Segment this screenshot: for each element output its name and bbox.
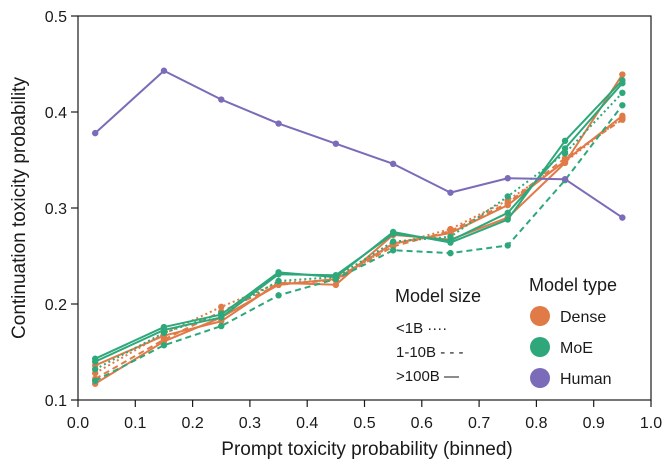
series-line-dense-1-10b: [94, 118, 623, 380]
data-point: [160, 326, 168, 334]
data-point: [561, 145, 569, 152]
legend-model-type: Model type Dense MoE Human: [529, 275, 617, 388]
data-point: [447, 237, 454, 244]
data-point: [160, 342, 168, 349]
data-point: [275, 292, 282, 299]
data-point: [275, 120, 282, 127]
x-tick-label: 0.2: [181, 415, 203, 432]
data-point: [561, 176, 569, 183]
data-point: [218, 303, 225, 311]
y-tick-label: 0.4: [45, 105, 67, 122]
data-point: [91, 377, 99, 384]
data-point: [160, 67, 168, 74]
data-point: [275, 277, 282, 285]
data-point: [91, 358, 99, 365]
data-point: [504, 209, 511, 216]
data-point: [504, 242, 511, 249]
data-point: [619, 112, 626, 120]
data-point: [218, 314, 225, 321]
data-point: [332, 272, 340, 279]
data-point: [332, 281, 340, 288]
data-point: [619, 80, 626, 87]
series-moe-100b-b: [91, 80, 626, 365]
series-line-moe-1-10b: [94, 104, 624, 382]
series-line-moe-1b: [94, 92, 624, 371]
data-point: [389, 238, 397, 245]
legend-type-dense: Dense: [560, 309, 606, 326]
legend-swatch-human: [530, 368, 550, 388]
data-point: [619, 89, 626, 97]
x-tick-label: 0.5: [353, 415, 375, 432]
data-point: [389, 247, 397, 254]
legend-size-item-small: <1B ····: [396, 320, 447, 337]
series-line-human: [94, 69, 623, 219]
x-tick-label: 0.8: [525, 415, 547, 432]
x-tick-label: 0.0: [67, 415, 89, 432]
y-axis-ticks: 0.1 0.2 0.3 0.4 0.5: [45, 9, 78, 410]
data-point: [504, 193, 511, 200]
data-point: [332, 140, 340, 147]
series-moe-1b: [91, 89, 626, 373]
x-tick-label: 0.9: [583, 415, 605, 432]
y-tick-label: 0.1: [45, 393, 67, 410]
x-axis-ticks: 0.0 0.1 0.2 0.3 0.4 0.5 0.6 0.7 0.8 0.9 1.0: [67, 400, 662, 432]
series-human: [91, 67, 626, 221]
legend-size-title: Model size: [395, 286, 481, 306]
y-tick-label: 0.3: [45, 201, 67, 218]
data-point: [561, 157, 569, 165]
x-axis-label: Prompt toxicity probability (binned): [221, 439, 512, 460]
data-point: [447, 189, 454, 196]
data-point: [389, 230, 397, 238]
data-point: [447, 249, 454, 257]
legend-size-item-medium: 1-10B - - -: [396, 344, 464, 361]
x-tick-label: 0.4: [296, 415, 318, 432]
x-tick-label: 0.7: [468, 415, 490, 432]
data-point: [504, 216, 511, 223]
y-tick-label: 0.2: [45, 297, 67, 314]
series-layer: [91, 67, 626, 387]
data-point: [504, 175, 511, 182]
data-point: [619, 214, 626, 221]
x-tick-label: 1.0: [640, 415, 662, 432]
x-tick-label: 0.6: [411, 415, 433, 432]
y-axis-label: Continuation toxicity probability: [9, 77, 30, 339]
data-point: [218, 96, 225, 103]
data-point: [275, 271, 282, 278]
legend-type-human: Human: [560, 371, 612, 388]
legend-model-size: Model size <1B ···· 1-10B - - - >100B —: [395, 286, 481, 385]
y-tick-label: 0.5: [45, 9, 67, 26]
data-point: [91, 366, 99, 373]
data-point: [389, 160, 397, 168]
x-tick-label: 0.1: [124, 415, 146, 432]
legend-swatch-moe: [530, 337, 550, 357]
data-point: [619, 102, 626, 109]
data-point: [504, 201, 511, 209]
data-point: [561, 137, 569, 144]
data-point: [218, 322, 225, 330]
x-tick-label: 0.3: [239, 415, 261, 432]
series-line-moe-100b-b: [94, 82, 624, 363]
legend-type-moe: MoE: [560, 340, 593, 357]
series-line-dense-100b-b: [94, 115, 623, 385]
data-point: [91, 129, 99, 137]
legend-swatch-dense: [530, 306, 550, 326]
legend-type-title: Model type: [529, 275, 617, 295]
data-point: [619, 71, 626, 78]
legend-size-item-large: >100B —: [396, 368, 459, 385]
